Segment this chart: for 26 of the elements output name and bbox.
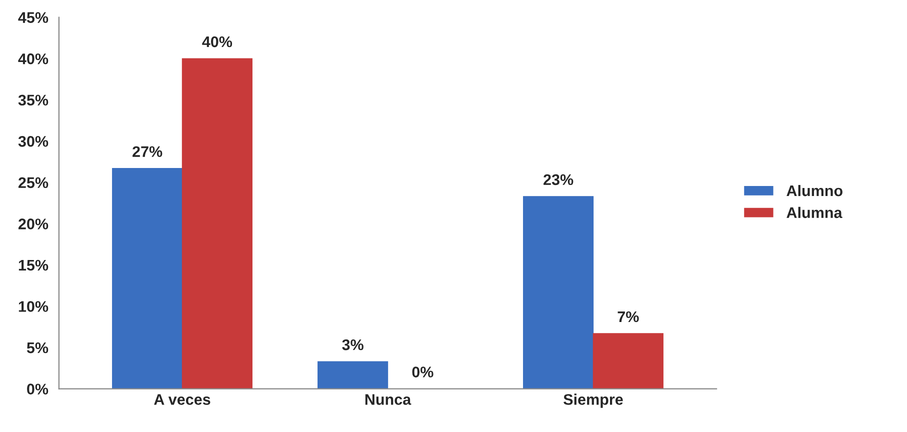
data-label: 23% (544, 174, 574, 186)
data-label: 3% (342, 339, 364, 350)
y-tick-label: 40% (18, 53, 48, 64)
data-label: 7% (618, 311, 639, 322)
bar (318, 361, 388, 389)
y-tick-label: 45% (18, 12, 48, 23)
bar (112, 168, 183, 389)
data-label: 27% (132, 146, 162, 157)
bar (523, 196, 594, 389)
data-label: 0% (412, 366, 434, 378)
y-tick-label: 5% (26, 342, 48, 354)
bar (592, 333, 664, 389)
y-tick-label: 10% (18, 301, 48, 312)
y-tick-label: 0% (27, 384, 48, 394)
y-tick-label: 20% (18, 218, 48, 230)
y-tick-label: 35% (18, 94, 48, 106)
bar (182, 58, 252, 389)
x-tick-label: A veces (154, 394, 210, 405)
x-tick-label: Nunca (365, 394, 412, 405)
legend-label: Alumna (786, 206, 842, 218)
data-label: 40% (202, 36, 232, 48)
y-tick-label: 25% (18, 177, 48, 188)
y-tick-label: 30% (18, 136, 48, 147)
x-tick-label: Siempre (564, 394, 623, 408)
y-tick-label: 15% (18, 260, 48, 271)
legend-label: Alumno (786, 184, 842, 196)
